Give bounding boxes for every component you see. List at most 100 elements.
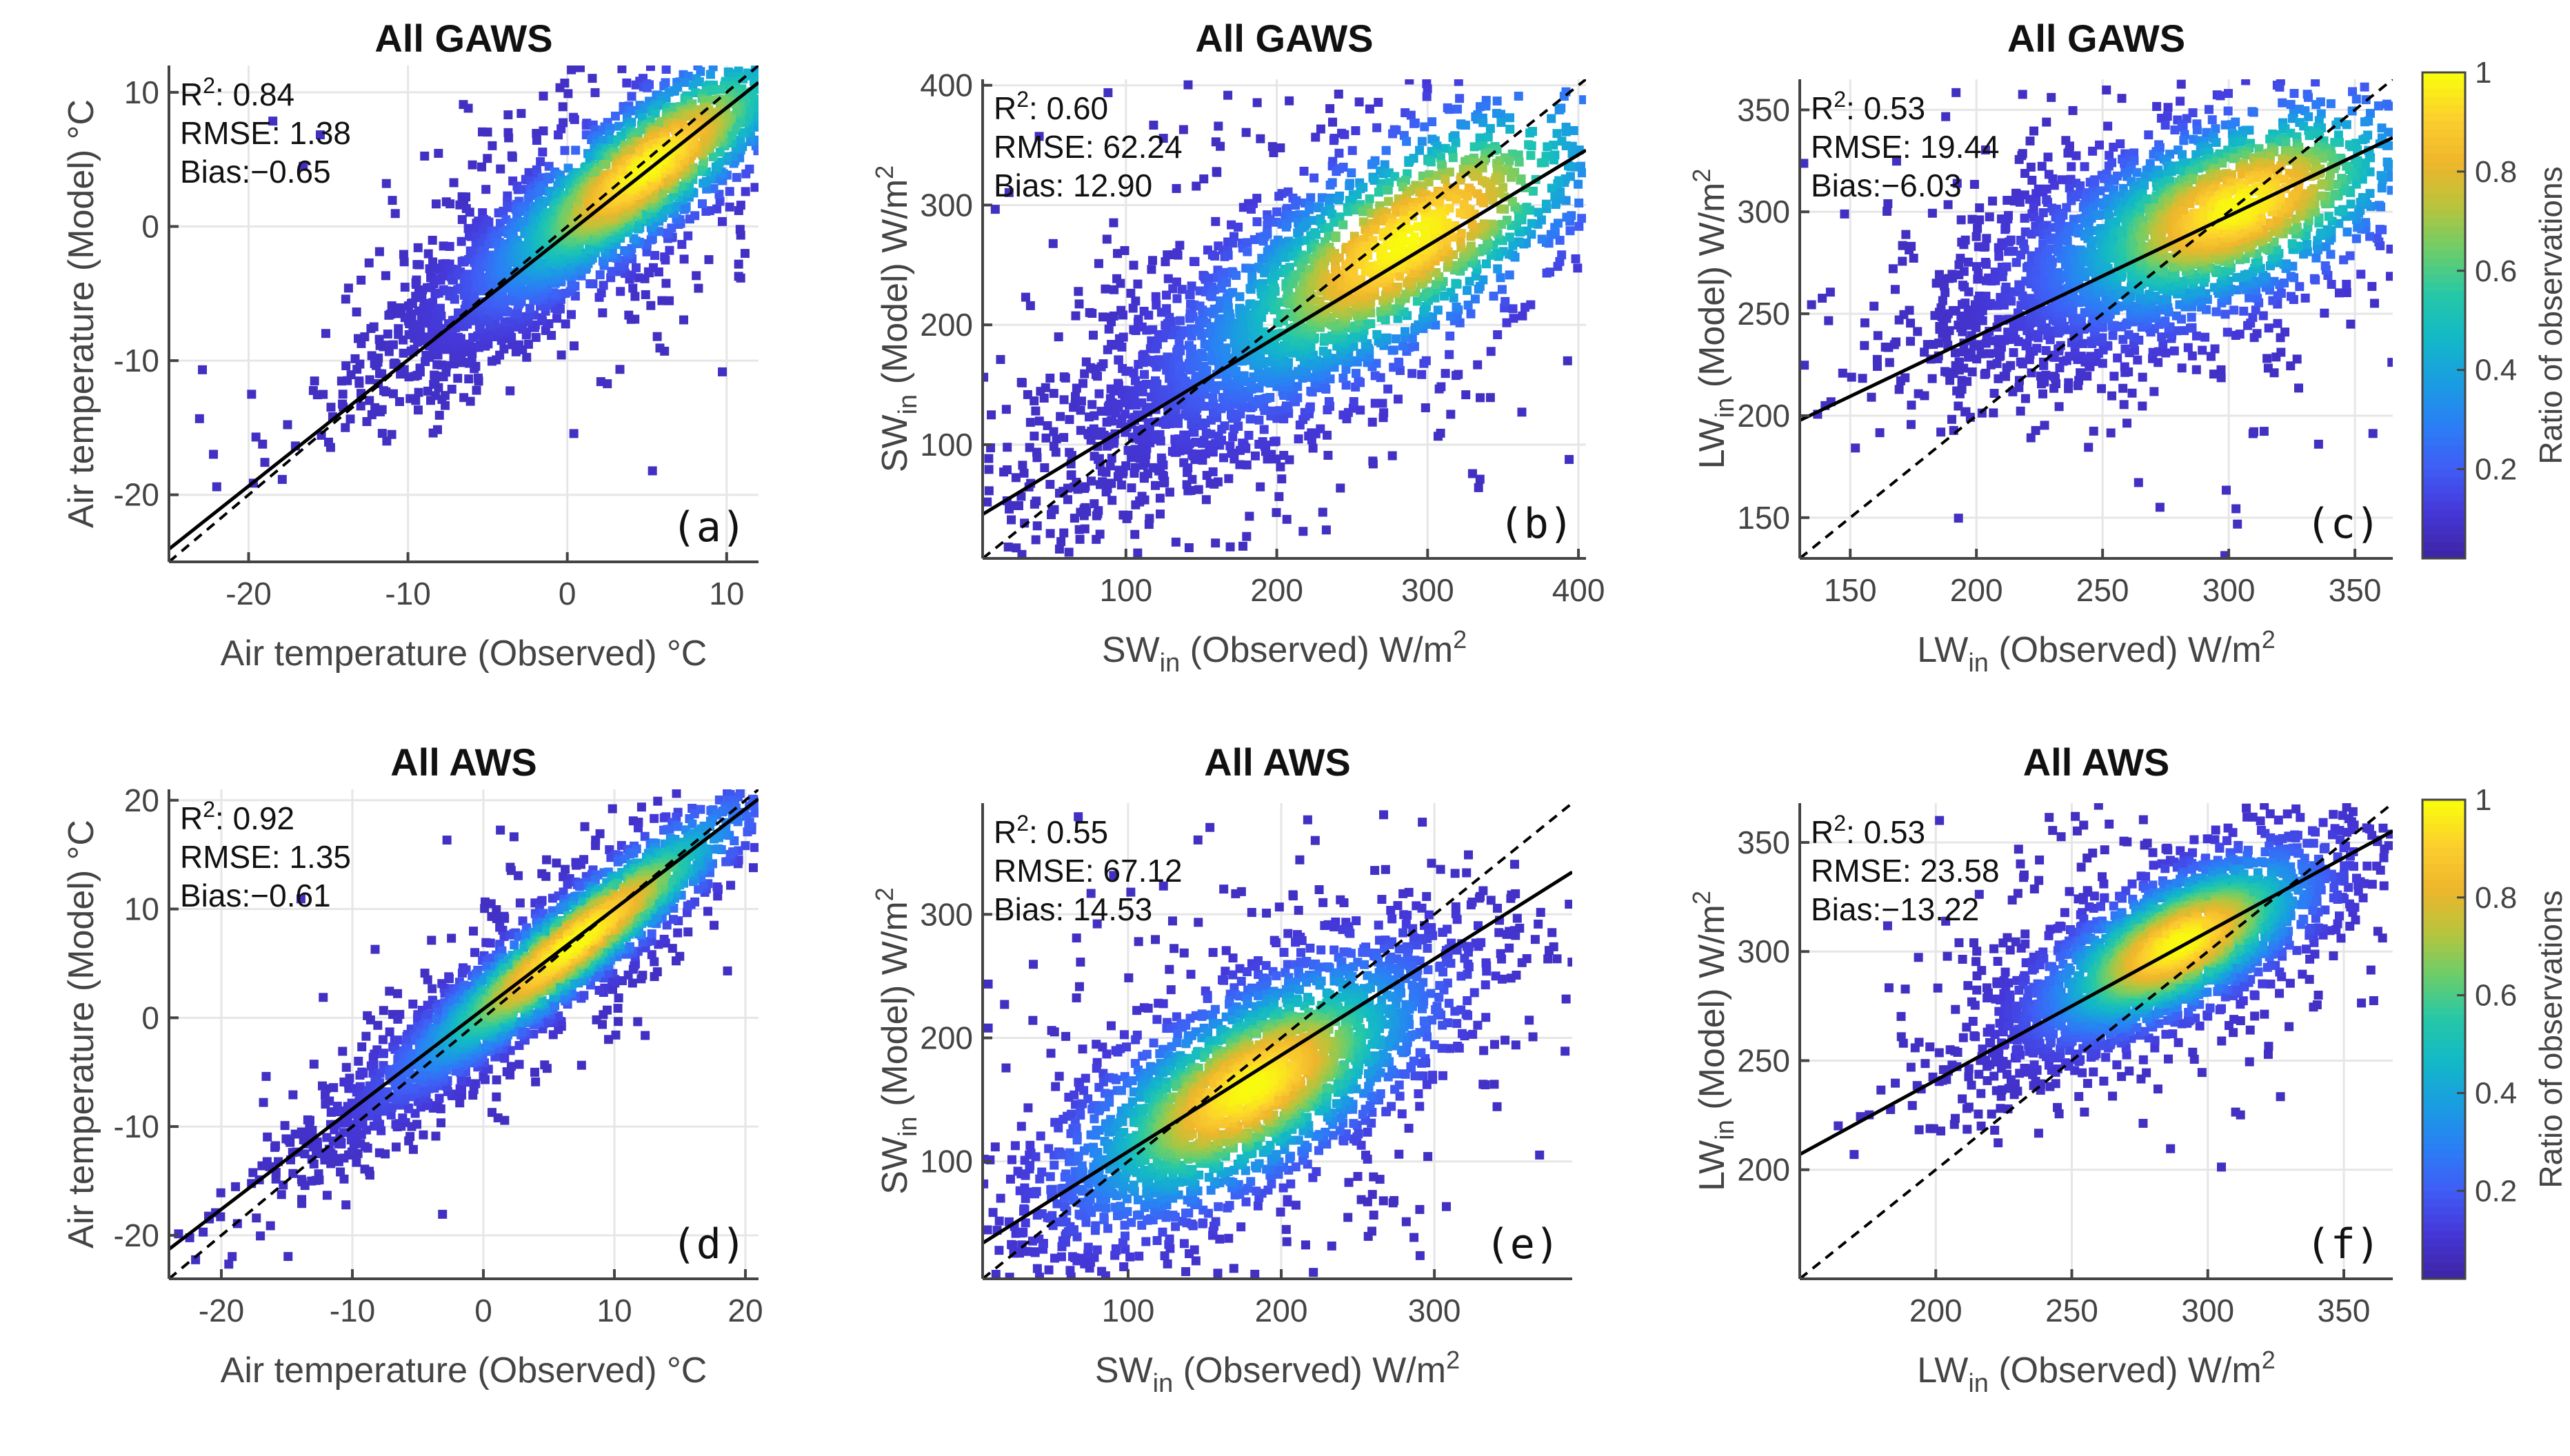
scatter-point — [1365, 261, 1374, 271]
scatter-point — [2294, 383, 2304, 393]
scatter-point — [1427, 117, 1437, 127]
scatter-point — [1107, 416, 1117, 425]
scatter-point — [1505, 156, 1514, 165]
scatter-point — [585, 243, 594, 253]
scatter-point — [1350, 332, 1360, 341]
scatter-point — [1063, 495, 1072, 505]
scatter-point — [1175, 316, 1185, 325]
scatter-point — [1496, 273, 1505, 283]
scatter-point — [1076, 396, 1086, 406]
scatter-point — [539, 91, 548, 101]
scatter-point — [1505, 232, 1514, 242]
scatter-point — [1417, 370, 1427, 379]
scatter-point — [1869, 301, 1879, 311]
scatter-point — [420, 151, 430, 161]
scatter-point — [1306, 386, 1316, 396]
scatter-point — [1466, 309, 1476, 318]
x-tick-label: 0 — [559, 576, 576, 611]
scatter-point — [1098, 477, 1107, 487]
scatter-point — [1259, 425, 1269, 434]
scatter-point — [1176, 346, 1185, 356]
scatter-point — [453, 332, 463, 342]
scatter-point — [1059, 433, 1069, 443]
scatter-point — [1208, 467, 1218, 476]
scatter-point — [1557, 136, 1567, 146]
scatter-point — [1031, 406, 1041, 416]
scatter-point — [1438, 161, 1447, 171]
scatter-point — [1271, 436, 1281, 446]
x-tick-label: 300 — [1401, 572, 1454, 608]
scatter-point — [1165, 487, 1174, 497]
scatter-point — [1473, 189, 1483, 199]
scatter-point — [1065, 415, 1074, 425]
scatter-point — [750, 183, 759, 192]
scatter-point — [1445, 168, 1454, 177]
scatter-point — [699, 136, 709, 146]
scatter-point — [1372, 358, 1381, 368]
scatter-point — [504, 133, 514, 143]
scatter-point — [365, 375, 374, 385]
scatter-point — [1471, 271, 1480, 281]
scatter-point — [1166, 316, 1176, 326]
scatter-point — [1393, 282, 1403, 292]
scatter-point — [1120, 245, 1130, 255]
scatter-point — [1094, 454, 1104, 463]
scatter-point — [1368, 159, 1378, 169]
scatter-point — [1941, 112, 1951, 121]
scatter-point — [416, 327, 425, 336]
scatter-point — [1113, 249, 1123, 259]
scatter-point — [483, 128, 492, 137]
scatter-point — [1536, 215, 1546, 225]
scatter-point — [1425, 170, 1434, 179]
scatter-point — [996, 354, 1005, 364]
scatter-point — [1338, 163, 1348, 172]
scatter-point — [1137, 492, 1147, 501]
scatter-point — [1920, 391, 1929, 401]
scatter-point — [661, 93, 671, 103]
scatter-point — [734, 272, 743, 281]
scatter-point — [1885, 358, 1894, 367]
scatter-point — [1555, 236, 1565, 245]
scatter-point — [405, 394, 415, 403]
scatter-point — [1478, 118, 1488, 128]
panel-title: All GAWS — [1195, 17, 1373, 60]
scatter-point — [1380, 333, 1389, 343]
scatter-point — [2387, 358, 2393, 367]
scatter-point — [387, 301, 396, 311]
scatter-point — [725, 187, 734, 196]
scatter-point — [1143, 403, 1152, 412]
scatter-point — [571, 145, 581, 155]
scatter-point — [1894, 385, 1904, 394]
scatter-point — [984, 465, 994, 474]
scatter-point — [1056, 412, 1065, 421]
scatter-point — [1257, 313, 1267, 323]
scatter-point — [1860, 318, 1869, 327]
scatter-point — [1040, 463, 1050, 472]
scatter-point — [2233, 519, 2242, 529]
scatter-point — [1505, 113, 1515, 123]
scatter-point — [1435, 199, 1445, 209]
scatter-point — [1034, 416, 1044, 426]
scatter-point — [1276, 462, 1285, 472]
scatter-point — [1459, 199, 1469, 209]
scatter-point — [725, 202, 734, 212]
scatter-point — [1317, 193, 1327, 203]
scatter-point — [472, 385, 481, 395]
scatter-point — [1059, 528, 1069, 538]
scatter-point — [722, 152, 732, 161]
scatter-point — [1175, 241, 1185, 250]
scatter-point — [717, 216, 727, 226]
scatter-point — [488, 141, 497, 150]
scatter-point — [1114, 355, 1123, 365]
scatter-point — [1199, 436, 1209, 445]
scatter-point — [468, 160, 477, 170]
scatter-point — [431, 391, 441, 401]
scatter-point — [508, 152, 517, 162]
scatter-point — [1298, 527, 1308, 536]
scatter-point — [1867, 392, 1876, 402]
scatter-point — [598, 256, 608, 266]
scatter-point — [258, 439, 268, 449]
scatter-point — [575, 65, 585, 72]
scatter-point — [1208, 392, 1218, 402]
scatter-point — [1485, 123, 1495, 133]
